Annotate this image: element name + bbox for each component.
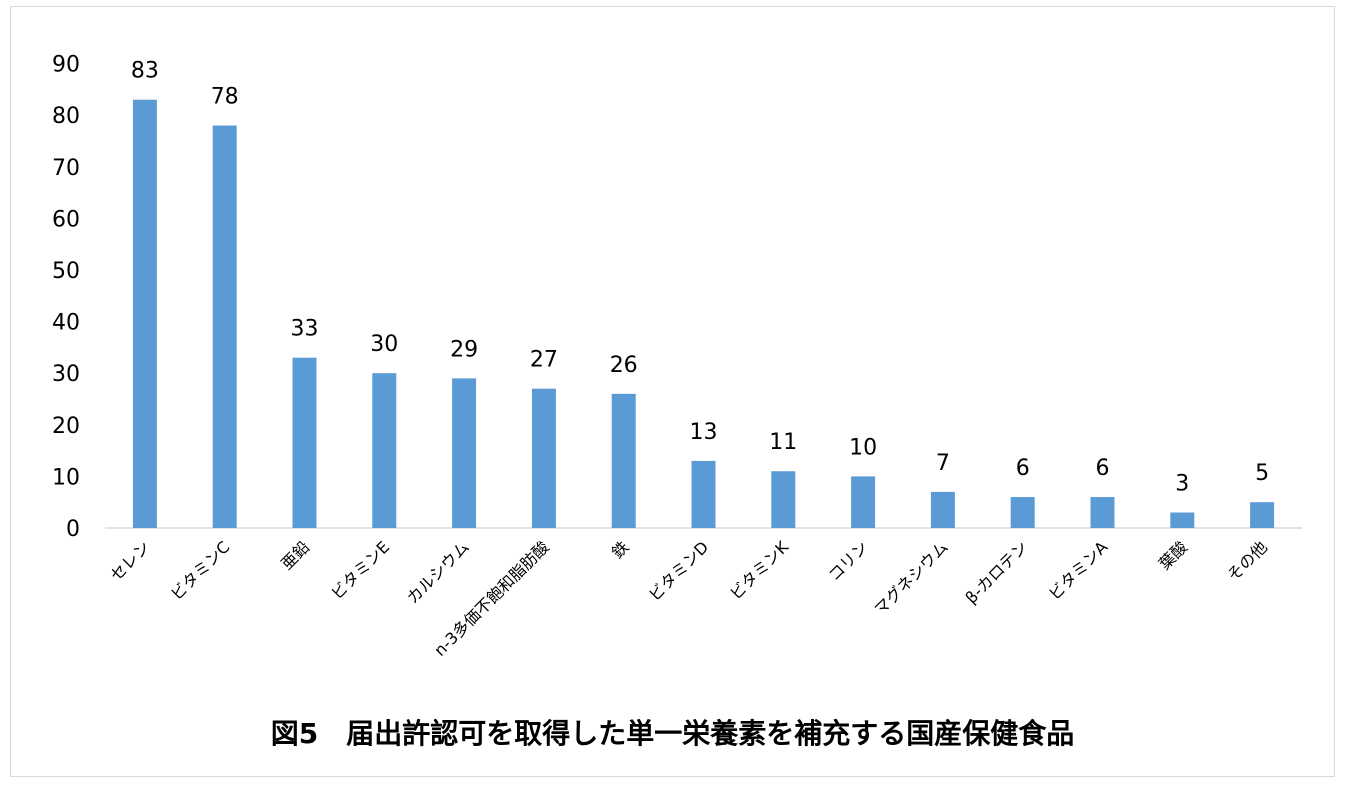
y-axis-ticks: 0 10 20 30 40 50 60 70 80 90 <box>52 53 80 542</box>
y-tick-label: 80 <box>52 104 80 129</box>
bar <box>531 388 556 528</box>
y-tick-label: 40 <box>52 311 80 336</box>
category-label: ビタミンC <box>167 537 234 604</box>
chart-title: 図5 届出許認可を取得した単一栄養素を補充する国産保健食品 <box>270 717 1075 750</box>
bar <box>611 393 636 528</box>
y-tick-label: 0 <box>66 517 80 542</box>
category-label: ビタミンK <box>726 537 792 603</box>
y-tick-label: 90 <box>52 53 80 78</box>
category-label: コリン <box>825 537 872 584</box>
data-label: 10 <box>849 435 877 460</box>
category-labels: セレン ビタミンC 亜鉛 ビタミンE カルシウムn-3多価不飽和脂肪酸鉄ビタミンD ビタミ… <box>106 537 1271 660</box>
y-tick-label: 20 <box>52 414 80 439</box>
y-tick-label: 30 <box>52 362 80 387</box>
bar <box>1250 502 1275 528</box>
bars <box>132 99 1275 529</box>
bar <box>1090 497 1115 528</box>
category-label: その他 <box>1224 537 1271 584</box>
category-label: カルシウム <box>403 537 473 607</box>
category-label: セレン <box>106 537 153 584</box>
bar <box>212 125 237 529</box>
category-label: マグネシウム <box>870 537 951 618</box>
data-label: 5 <box>1255 461 1269 486</box>
y-tick-label: 60 <box>52 207 80 232</box>
category-label: 葉酸 <box>1155 537 1191 573</box>
data-labels: 83 78 33 30 29 27 26 13 11 10 7 6 6 3 5 <box>131 59 1269 497</box>
y-tick-label: 10 <box>52 465 80 490</box>
bar <box>851 476 876 528</box>
data-label: 33 <box>291 317 319 342</box>
data-label: 83 <box>131 59 159 84</box>
data-label: 78 <box>211 85 239 110</box>
category-label: 鉄 <box>608 537 633 562</box>
data-label: 26 <box>610 353 638 378</box>
data-label: 6 <box>1016 456 1030 481</box>
bar <box>930 491 955 528</box>
bar <box>132 99 157 528</box>
data-label: 29 <box>450 337 478 362</box>
category-label: ビタミンD <box>645 537 712 604</box>
category-label: ビタミンE <box>327 537 393 603</box>
y-tick-label: 50 <box>52 259 80 284</box>
bar <box>1010 497 1035 528</box>
bar <box>292 357 317 528</box>
bar <box>771 471 796 528</box>
data-label: 27 <box>530 348 558 373</box>
category-label: ビタミンA <box>1045 537 1111 603</box>
category-label: 亜鉛 <box>277 537 313 573</box>
y-tick-label: 70 <box>52 156 80 181</box>
data-label: 11 <box>769 430 797 455</box>
bar <box>1170 512 1195 528</box>
bar <box>452 378 477 528</box>
data-label: 13 <box>690 420 718 445</box>
data-label: 6 <box>1096 456 1110 481</box>
category-label: β-カロテン <box>962 537 1032 607</box>
bar <box>372 373 397 528</box>
bar <box>691 460 716 528</box>
data-label: 3 <box>1175 472 1189 497</box>
data-label: 7 <box>936 451 950 476</box>
data-label: 30 <box>370 332 398 357</box>
